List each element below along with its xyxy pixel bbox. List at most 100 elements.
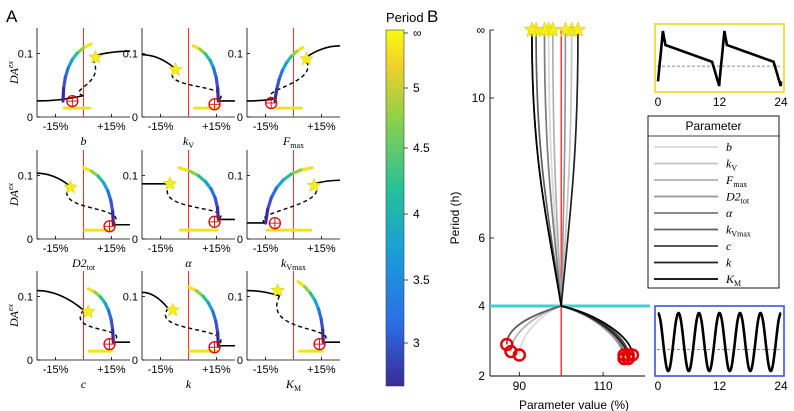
limit-cycle-segment [266, 196, 273, 211]
inset-x-tick-label: 12 [713, 379, 727, 393]
inset-trace [657, 311, 782, 373]
y-tick-label: 0 [237, 355, 243, 367]
inset-top-time-course: 0 12 24 [654, 23, 788, 109]
homoclinic-star [306, 177, 322, 192]
hopf-point [208, 215, 221, 228]
limit-cycle-segment [109, 198, 115, 214]
stable-branch [141, 53, 176, 69]
limit-cycle-segment [319, 317, 325, 332]
legend-label: kVmax [726, 223, 751, 239]
x-tick-label: -15% [43, 243, 69, 255]
inset-trace [656, 30, 783, 87]
homoclinic-star [270, 282, 285, 297]
homoclinic-star [569, 21, 587, 38]
period-curve-upper [560, 31, 579, 307]
limit-cycle-segment [63, 66, 70, 80]
limit-cycle-segment [109, 318, 115, 332]
subplot-7: 0 0.1 -15% +15% k [123, 271, 235, 391]
y-tick-label: 0 [237, 234, 243, 246]
x-tick-label: -15% [253, 243, 279, 255]
panel-b-x-label: Parameter value (%) [519, 398, 629, 411]
inset-x-tick-label: 0 [655, 95, 662, 109]
subplot-3: 0 0.1 -15% +15%D2tot DAex [6, 150, 130, 272]
period-curve-upper [543, 31, 563, 307]
hopf-point [103, 220, 116, 233]
x-tick-label: +15% [307, 121, 336, 133]
unstable-branch [164, 307, 222, 347]
y-tick-label: 0.1 [228, 170, 243, 182]
y-tick-label: 0.1 [123, 48, 138, 60]
panel-b-y-tick-label: 4 [478, 299, 485, 313]
period-curve-upper [560, 31, 573, 307]
period-curve-upper [560, 31, 567, 307]
stable-branch [246, 289, 280, 297]
limit-cycle-segment [211, 309, 218, 323]
hopf-point [208, 341, 221, 354]
subplot-1: 0 0.1 -15% +15% kV [123, 28, 235, 150]
period-curve-lower [561, 305, 630, 356]
colorbar-tick-label: 5 [413, 81, 420, 95]
x-axis-param-label: k [186, 377, 192, 391]
panel-a-subplots: 0 0.1 -15% +15% b DAex 0 0.1 -15% +15% kV 0 0.1 -15% +… [6, 28, 341, 393]
colorbar-tick-label: 4.5 [413, 141, 430, 155]
hopf-point [268, 216, 282, 230]
y-tick-label: 0.1 [18, 291, 33, 303]
panel-b-label: B [427, 7, 438, 26]
subplot-8: 0 0.1 -15% +15% KM [228, 271, 340, 393]
inset-x-tick-label: 12 [713, 95, 727, 109]
limit-cycle-segment [177, 166, 192, 173]
limit-cycle-segment [317, 307, 323, 321]
y-tick-label: 0.1 [228, 48, 243, 60]
homoclinic-star [63, 179, 78, 194]
hopf-point [208, 98, 221, 111]
y-axis-label: DAex [6, 61, 21, 86]
legend-box [647, 115, 780, 289]
x-tick-label: +15% [97, 121, 126, 133]
limit-cycle-segment [188, 169, 200, 178]
stable-branch [141, 291, 169, 309]
panel-b-y-label: Period (h) [448, 192, 462, 245]
homoclinic-star [168, 62, 183, 77]
x-tick-label: -15% [253, 364, 279, 376]
colorbar-tick-label: 3.5 [413, 273, 430, 287]
subplot-5: 0 0.1 -15% +15%kVmax [228, 150, 341, 272]
limit-cycle-segment [106, 189, 113, 203]
x-axis-param-label: kVmax [281, 256, 306, 272]
limit-cycle-segment [269, 186, 278, 200]
legend-label: α [726, 206, 733, 220]
hopf-point [265, 96, 278, 110]
unstable-branch [276, 295, 327, 343]
legend-label: kV [726, 157, 737, 173]
unstable-branch [171, 67, 222, 102]
limit-cycle-segment [281, 172, 293, 182]
x-axis-param-label: D2tot [71, 256, 96, 272]
y-tick-label: 0 [132, 234, 138, 246]
y-tick-label: 0.1 [18, 48, 33, 60]
limit-cycle-segment [61, 75, 67, 91]
limit-cycle-segment [61, 86, 66, 103]
inset-bottom-time-course: 0 12 24 [654, 305, 788, 393]
stable-branch [304, 45, 341, 59]
limit-cycle-segment [213, 196, 220, 210]
colorbar-tick-label: ∞ [413, 26, 422, 40]
unstable-branch [79, 309, 117, 343]
homoclinic-star [88, 49, 103, 64]
hopf-circle [500, 337, 514, 352]
inset-x-tick-label: 0 [655, 379, 662, 393]
homoclinic-star [523, 21, 541, 38]
limit-cycle-segment [214, 319, 220, 335]
legend-label: b [726, 140, 732, 154]
y-axis-label: DAex [6, 183, 21, 208]
hopf-point [66, 94, 79, 108]
x-axis-param-label: c [81, 377, 87, 391]
x-tick-label: +15% [202, 243, 231, 255]
period-curve-lower [510, 305, 562, 352]
x-tick-label: +15% [97, 243, 126, 255]
x-axis-param-label: KM [285, 377, 301, 393]
x-tick-label: +15% [97, 364, 126, 376]
unstable-branch [78, 56, 97, 97]
limit-cycle-segment [289, 168, 303, 176]
inset-x-tick-label: 24 [774, 379, 788, 393]
